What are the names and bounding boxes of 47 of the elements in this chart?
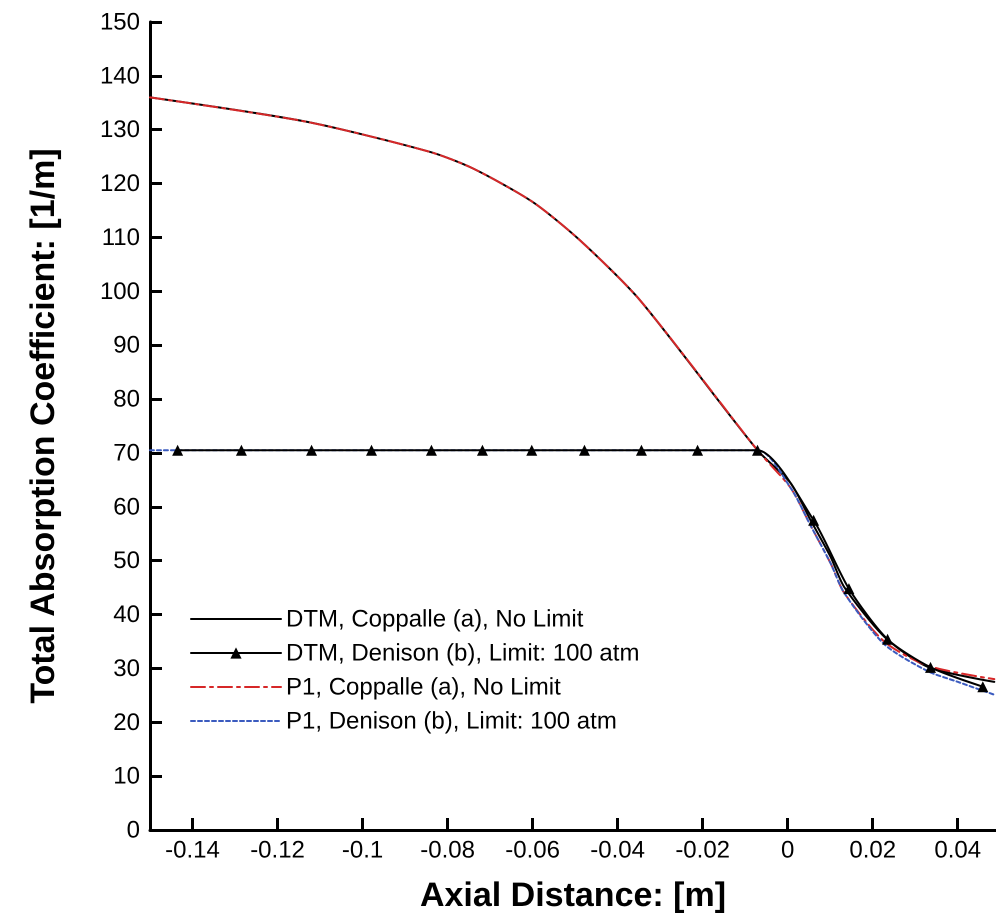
point [636, 444, 647, 456]
x-tick-label: 0 [781, 836, 794, 864]
y-tick-label: 90 [113, 332, 140, 359]
point [925, 662, 936, 673]
y-tick-label: 70 [113, 439, 140, 466]
point [977, 681, 988, 692]
point [476, 444, 488, 456]
point [426, 444, 437, 456]
y-tick-label: 10 [113, 762, 140, 790]
point [843, 583, 854, 594]
y-tick-label: 0 [126, 816, 140, 844]
y-tick-label: 140 [100, 62, 140, 90]
y-tick-label: 120 [100, 170, 140, 198]
x-tick-label: 0.04 [934, 836, 982, 864]
y-tick-label: 50 [113, 547, 140, 574]
y-tick-label: 150 [100, 8, 140, 36]
point [366, 444, 377, 456]
y-tick-label: 20 [113, 708, 140, 736]
legend-label: DTM, Coppalle (a), No Limit [286, 606, 584, 632]
point [236, 444, 247, 456]
y-axis-title: Total Absorption Coefficient: [1/m] [24, 148, 62, 704]
point [808, 514, 820, 526]
legend-label: P1, Coppalle (a), No Limit [286, 674, 562, 700]
y-tick-label: 100 [100, 278, 140, 305]
y-tick-label: 80 [113, 386, 140, 413]
x-tick-label: -0.08 [420, 836, 475, 864]
point [526, 444, 538, 456]
point [306, 444, 318, 456]
y-tick-label: 40 [113, 601, 140, 628]
x-tick-label: -0.14 [165, 836, 220, 864]
x-tick-label: -0.02 [675, 836, 730, 864]
point [578, 444, 590, 456]
point [692, 444, 704, 456]
legend-label: P1, Denison (b), Limit: 100 atm [286, 708, 617, 734]
point [882, 634, 894, 645]
y-tick-label: 110 [102, 224, 140, 251]
point [172, 444, 184, 456]
y-tick-label: 30 [113, 654, 140, 682]
x-tick-label: 0.02 [849, 836, 896, 864]
x-tick-label: -0.04 [590, 836, 645, 864]
y-tick-label: 60 [113, 493, 140, 520]
x-tick-label: -0.12 [250, 836, 305, 864]
legend-label: DTM, Denison (b), Limit: 100 atm [286, 640, 640, 666]
x-tick-label: -0.06 [505, 836, 560, 864]
x-tick-label: -0.1 [342, 836, 384, 864]
x-axis-title: Axial Distance: [m] [420, 876, 726, 914]
y-tick-label: 130 [100, 116, 140, 144]
